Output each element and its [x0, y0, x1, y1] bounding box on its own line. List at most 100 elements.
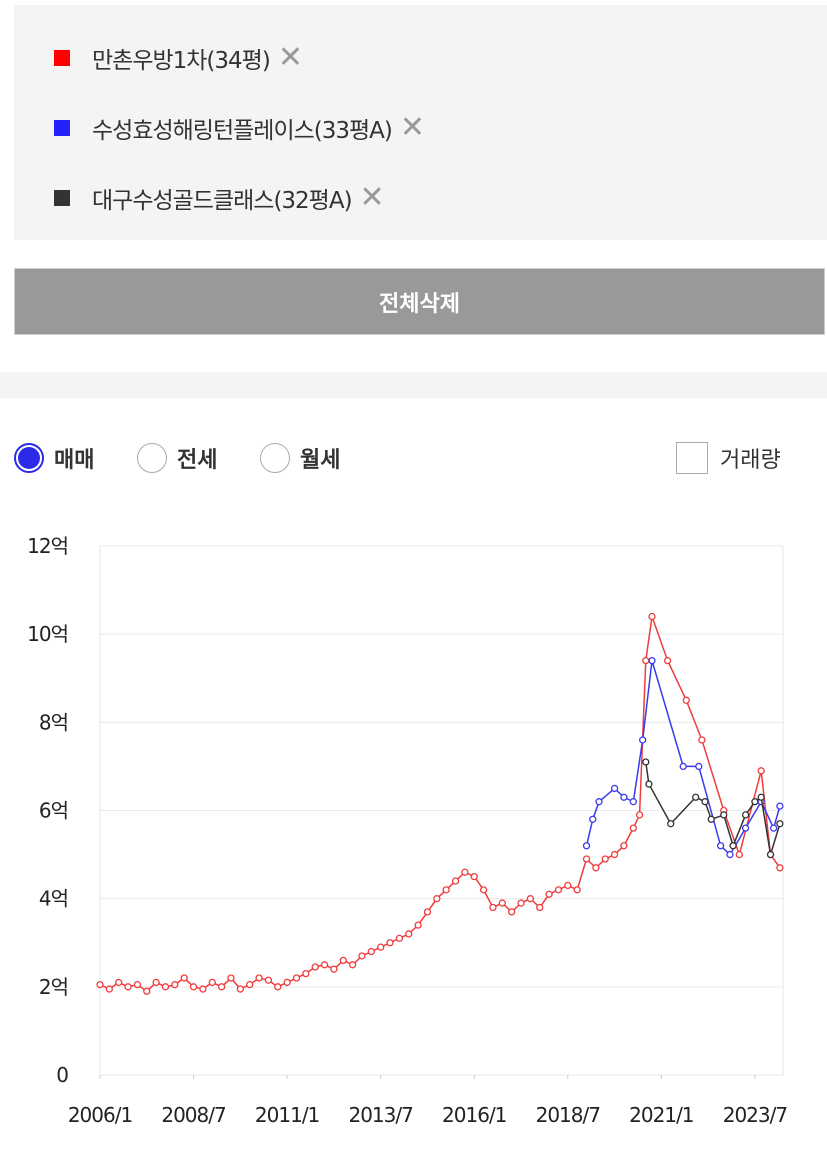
data-point — [339, 956, 347, 965]
x-tick-label: 2006/1 — [68, 1103, 132, 1127]
data-point — [479, 886, 488, 894]
data-point — [358, 952, 366, 960]
legend-item: 수성효성해링턴플레이스(33평A) ✕ — [54, 110, 425, 145]
x-tick-label: 2023/7 — [723, 1103, 788, 1127]
data-point — [433, 895, 441, 903]
data-point — [639, 736, 647, 744]
data-point — [124, 983, 132, 991]
data-point — [536, 903, 544, 912]
data-point — [757, 793, 765, 801]
checkbox-option[interactable]: 거래량 — [676, 442, 781, 474]
data-point — [610, 850, 619, 859]
y-tick-label: 10억 — [27, 622, 68, 646]
data-point — [564, 881, 572, 890]
remove-icon[interactable]: ✕ — [277, 40, 303, 75]
remove-icon[interactable]: ✕ — [359, 180, 385, 215]
data-point — [757, 767, 765, 775]
data-point — [292, 974, 301, 982]
data-point — [554, 886, 563, 894]
data-point — [143, 987, 151, 995]
data-point — [735, 850, 743, 859]
data-point — [405, 930, 413, 938]
data-point — [180, 974, 188, 982]
legend-label: 만촌우방1차(34평) — [92, 47, 271, 74]
data-point — [682, 696, 690, 704]
data-point — [698, 736, 706, 744]
data-point — [302, 969, 310, 978]
data-point — [152, 978, 160, 987]
data-point — [330, 965, 338, 973]
data-point — [701, 798, 709, 806]
data-point — [573, 886, 581, 894]
data-point — [741, 824, 750, 832]
series-line — [585, 660, 781, 856]
data-point — [667, 820, 675, 828]
data-point — [766, 850, 775, 859]
data-point — [246, 980, 254, 989]
data-point — [264, 976, 273, 984]
radio[interactable] — [14, 443, 44, 473]
data-point — [96, 980, 104, 989]
data-point — [274, 983, 282, 991]
data-point — [386, 939, 394, 947]
data-point — [620, 842, 628, 850]
series-line — [99, 616, 781, 993]
data-point — [236, 985, 244, 993]
data-point — [508, 908, 516, 916]
legend-label: 대구수성골드클래스(32평A) — [92, 187, 353, 214]
data-point — [679, 762, 687, 771]
data-point — [517, 899, 525, 907]
x-tick-label: 2016/1 — [442, 1103, 506, 1127]
legend-label: 수성효성해링턴플레이스(33평A) — [92, 117, 393, 144]
radio-label: 월세 — [300, 448, 341, 473]
remove-all-button[interactable]: 전체삭제 — [14, 268, 825, 335]
legend-item: 대구수성골드클래스(32평A) ✕ — [54, 180, 385, 215]
data-point — [414, 921, 422, 929]
data-point — [526, 895, 535, 903]
legend-panel: 만촌우방1차(34평) ✕ 수성효성해링턴플레이스(33평A) ✕ 대구수성골드클래… — [14, 5, 827, 240]
radio[interactable] — [260, 443, 290, 473]
y-tick-label: 6억 — [39, 799, 68, 823]
data-point — [648, 612, 656, 621]
checkbox[interactable] — [676, 442, 708, 474]
data-point — [629, 824, 637, 832]
data-point — [769, 824, 778, 832]
data-point — [451, 877, 460, 885]
y-tick-label: 12억 — [27, 534, 68, 558]
data-point — [545, 890, 553, 898]
y-tick-label: 8억 — [39, 710, 68, 734]
data-point — [707, 815, 715, 823]
data-point — [199, 985, 207, 993]
data-point — [582, 842, 591, 850]
data-point — [642, 656, 650, 665]
data-point — [776, 802, 784, 810]
data-point — [377, 943, 385, 951]
data-point — [776, 820, 784, 828]
data-point — [283, 978, 291, 987]
radio-label: 전세 — [177, 448, 218, 473]
data-point — [115, 978, 123, 987]
x-tick-label: 2013/7 — [348, 1103, 413, 1127]
radio[interactable] — [137, 443, 167, 473]
y-tick-label: 4억 — [39, 887, 68, 911]
y-tick-label: 0 — [56, 1063, 68, 1087]
radio-option[interactable]: 전세 — [137, 442, 217, 474]
radio-option[interactable]: 월세 — [260, 442, 340, 474]
data-point — [635, 811, 644, 819]
data-point — [208, 978, 216, 987]
data-point — [320, 961, 329, 969]
x-tick-label: 2018/7 — [536, 1103, 601, 1127]
data-point — [642, 758, 650, 766]
data-point — [255, 974, 263, 982]
radio-option[interactable]: 매매 — [14, 442, 94, 474]
data-point — [716, 842, 725, 850]
data-point — [498, 899, 506, 907]
data-point — [348, 961, 357, 969]
data-point — [489, 903, 497, 912]
data-point — [470, 872, 478, 881]
data-point — [367, 947, 375, 956]
legend-swatch — [54, 49, 70, 66]
remove-icon[interactable]: ✕ — [399, 110, 425, 145]
data-point — [161, 983, 170, 991]
